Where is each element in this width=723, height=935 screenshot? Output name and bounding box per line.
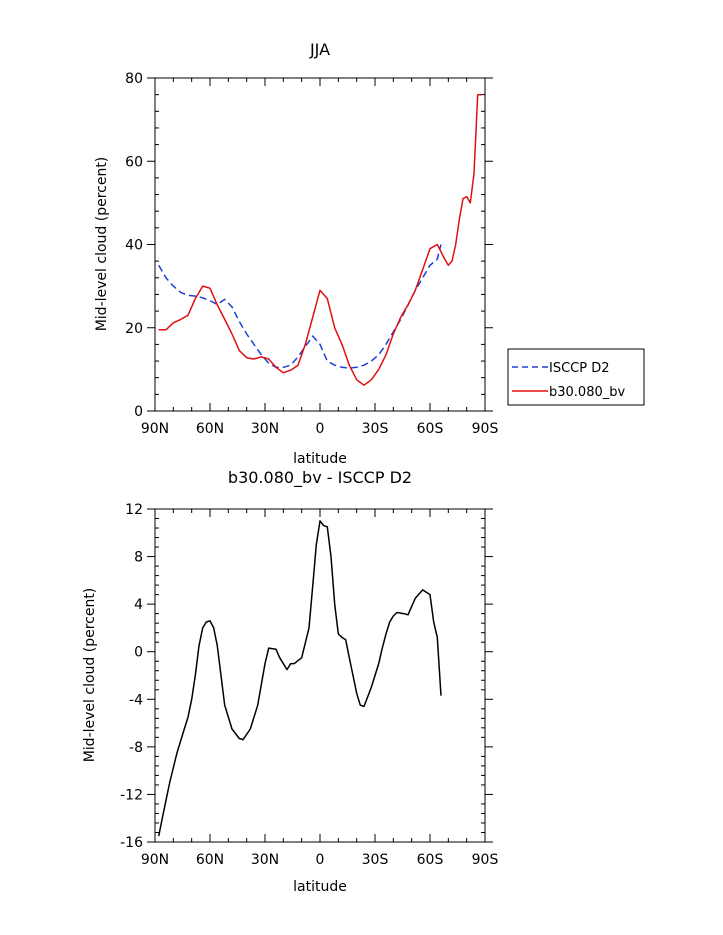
top-series: [158, 93, 482, 386]
x-tick-label: 60S: [417, 852, 444, 868]
bottom-y-axis-title: Mid-level cloud (percent): [82, 588, 98, 763]
y-tick-label: -4: [129, 692, 143, 708]
y-tick-label: 0: [134, 645, 143, 661]
top-x-tick-labels: 90N 60N 30N 0 30S 60S 90S: [141, 421, 499, 437]
x-tick-label: 0: [316, 421, 325, 437]
x-tick-label: 90S: [472, 421, 499, 437]
bottom-x-tick-labels: 90N 60N 30N 0 30S 60S 90S: [141, 852, 499, 868]
bottom-series: [157, 520, 442, 837]
x-tick-label: 0: [316, 852, 325, 868]
legend-label-b30: b30.080_bv: [549, 385, 625, 400]
x-tick-label: 90N: [141, 852, 169, 868]
series-line-isccp-d2: [158, 244, 442, 369]
top-chart-title: JJA: [309, 40, 330, 59]
x-tick-label: 30N: [251, 852, 279, 868]
x-tick-label: 90N: [141, 421, 169, 437]
legend-label-isccp: ISCCP D2: [549, 361, 610, 376]
top-legend: ISCCP D2 b30.080_bv: [507, 348, 645, 406]
y-tick-label: -12: [120, 787, 143, 803]
x-tick-label: 60S: [417, 421, 444, 437]
legend-box: [507, 348, 645, 406]
x-tick-label: 30N: [251, 421, 279, 437]
y-tick-label: -16: [120, 835, 143, 851]
top-x-axis-title: latitude: [293, 451, 347, 467]
x-tick-label: 30S: [362, 421, 389, 437]
x-tick-label: 90S: [472, 852, 499, 868]
top-plot-frame: [154, 77, 486, 412]
series-line-b30-080-bv: [158, 93, 482, 386]
series-line-difference: [157, 520, 442, 837]
y-tick-label: -8: [129, 740, 143, 756]
top-chart: JJA 90N 60N 30N 0 30S 60S 90S 0 20 40 60 80 latitu…: [94, 40, 645, 467]
top-ticks: [147, 77, 493, 412]
x-tick-label: 30S: [362, 852, 389, 868]
y-tick-label: 12: [125, 502, 143, 518]
bottom-y-tick-labels: -16 -12 -8 -4 0 4 8 12: [120, 502, 143, 851]
bottom-chart-title: b30.080_bv - ISCCP D2: [228, 468, 412, 488]
bottom-chart: b30.080_bv - ISCCP D2 90N 60N 30N 0 30S 60S 90…: [82, 468, 498, 895]
x-tick-label: 60N: [196, 421, 224, 437]
y-tick-label: 8: [134, 550, 143, 566]
x-tick-label: 60N: [196, 852, 224, 868]
y-tick-label: 0: [134, 404, 143, 420]
y-tick-label: 80: [125, 71, 143, 87]
top-y-tick-labels: 0 20 40 60 80: [125, 71, 143, 420]
y-tick-label: 20: [125, 321, 143, 337]
y-tick-label: 4: [134, 597, 143, 613]
y-tick-label: 40: [125, 238, 143, 254]
y-tick-label: 60: [125, 154, 143, 170]
bottom-ticks: [147, 508, 493, 843]
top-y-axis-title: Mid-level cloud (percent): [94, 157, 110, 332]
bottom-plot-frame: [154, 508, 486, 843]
bottom-x-axis-title: latitude: [293, 879, 347, 895]
